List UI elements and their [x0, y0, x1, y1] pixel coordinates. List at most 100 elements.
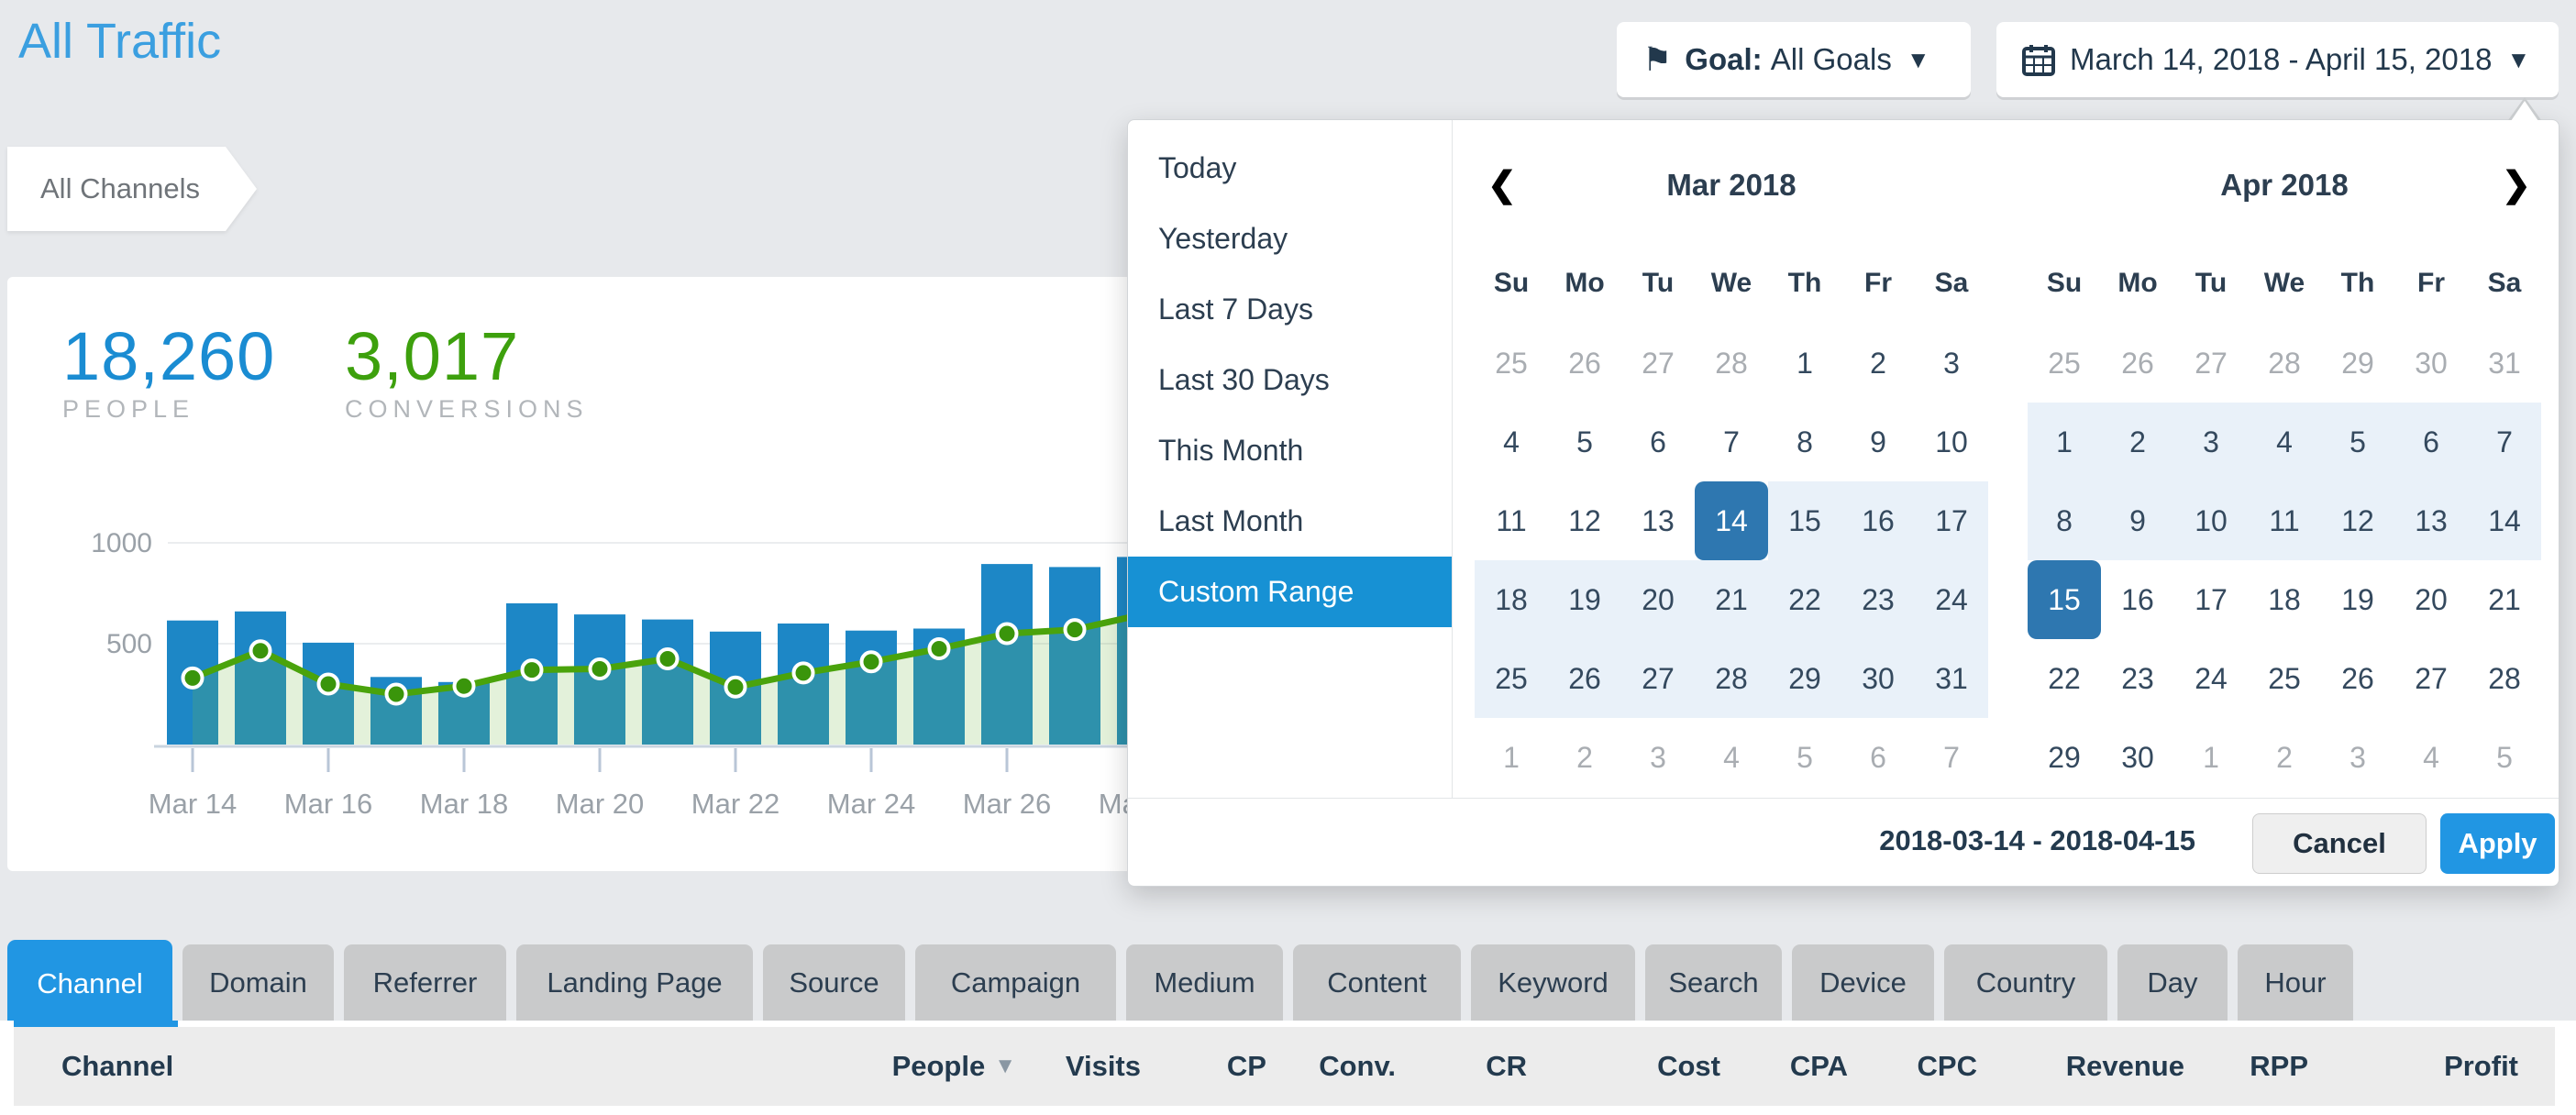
calendar-day[interactable]: 3: [1943, 346, 1960, 380]
calendar-day[interactable]: 20: [2415, 582, 2448, 616]
tab-domain[interactable]: Domain: [182, 944, 334, 1021]
calendar-day[interactable]: 13: [2394, 481, 2468, 560]
calendar-day[interactable]: 31: [2488, 346, 2521, 380]
calendar-day[interactable]: 14: [1695, 481, 1768, 560]
calendar-day[interactable]: 5: [2321, 403, 2394, 481]
calendar-day[interactable]: 14: [2468, 481, 2541, 560]
calendar-day[interactable]: 26: [1568, 346, 1601, 380]
column-header-conv[interactable]: Conv.: [1319, 1050, 1396, 1082]
calendar-day[interactable]: 6: [2394, 403, 2468, 481]
calendar-day[interactable]: 28: [2268, 346, 2301, 380]
calendar-day[interactable]: 19: [2341, 582, 2374, 616]
calendar-day[interactable]: 3: [2174, 403, 2248, 481]
calendar-day[interactable]: 4: [2248, 403, 2321, 481]
calendar-day[interactable]: 25: [2268, 661, 2301, 695]
calendar-day[interactable]: 27: [1642, 346, 1675, 380]
tab-keyword[interactable]: Keyword: [1471, 944, 1635, 1021]
calendar-day[interactable]: 27: [1621, 639, 1695, 718]
calendar-day[interactable]: 23: [1841, 560, 1915, 639]
calendar-day[interactable]: 24: [2195, 661, 2228, 695]
calendar-day[interactable]: 21: [1695, 560, 1768, 639]
calendar-day[interactable]: 30: [1841, 639, 1915, 718]
calendar-day[interactable]: 10: [2174, 481, 2248, 560]
column-header-channel[interactable]: Channel: [61, 1050, 174, 1082]
calendar-day[interactable]: 24: [1915, 560, 1988, 639]
calendar-day[interactable]: 9: [1870, 425, 1886, 458]
tab-hour[interactable]: Hour: [2238, 944, 2353, 1021]
calendar-day[interactable]: 12: [2321, 481, 2394, 560]
calendar-day[interactable]: 29: [2341, 346, 2374, 380]
calendar-day[interactable]: 22: [1768, 560, 1841, 639]
tab-channel[interactable]: Channel: [7, 940, 172, 1027]
calendar-day[interactable]: 1: [2203, 740, 2219, 774]
calendar-day[interactable]: 15: [2028, 560, 2101, 639]
calendar-day[interactable]: 19: [1548, 560, 1621, 639]
breadcrumb[interactable]: All Channels: [7, 147, 257, 231]
calendar-day[interactable]: 16: [1841, 481, 1915, 560]
tab-source[interactable]: Source: [763, 944, 905, 1021]
apply-button[interactable]: Apply: [2440, 813, 2555, 874]
tab-referrer[interactable]: Referrer: [344, 944, 506, 1021]
preset-this-month[interactable]: This Month: [1158, 434, 1304, 467]
calendar-day[interactable]: 26: [2341, 661, 2374, 695]
date-range-button[interactable]: March 14, 2018 - April 15, 2018 ▼: [1996, 22, 2559, 97]
calendar-day[interactable]: 29: [1768, 639, 1841, 718]
tab-device[interactable]: Device: [1792, 944, 1934, 1021]
calendar-day[interactable]: 26: [1548, 639, 1621, 718]
calendar-day[interactable]: 27: [2415, 661, 2448, 695]
calendar-day[interactable]: 28: [1695, 639, 1768, 718]
calendar-day[interactable]: 29: [2048, 740, 2081, 774]
column-header-cp[interactable]: CP: [1226, 1050, 1266, 1082]
calendar-day[interactable]: 25: [2048, 346, 2081, 380]
calendar-day[interactable]: 6: [1870, 740, 1886, 774]
calendar-day[interactable]: 13: [1642, 503, 1675, 537]
calendar-day[interactable]: 15: [1768, 481, 1841, 560]
cancel-button[interactable]: Cancel: [2252, 813, 2427, 874]
calendar-day[interactable]: 2: [2101, 403, 2174, 481]
calendar-day[interactable]: 6: [1650, 425, 1666, 458]
calendar-day[interactable]: 26: [2121, 346, 2154, 380]
preset-last-30-days[interactable]: Last 30 Days: [1158, 363, 1330, 396]
calendar-day[interactable]: 10: [1935, 425, 1968, 458]
prev-month-button[interactable]: ❮: [1487, 166, 1517, 204]
preset-last-7-days[interactable]: Last 7 Days: [1158, 293, 1313, 326]
calendar-day[interactable]: 17: [1915, 481, 1988, 560]
calendar-day[interactable]: 30: [2415, 346, 2448, 380]
calendar-day[interactable]: 1: [2028, 403, 2101, 481]
tab-day[interactable]: Day: [2117, 944, 2228, 1021]
calendar-day[interactable]: 2: [2276, 740, 2293, 774]
calendar-day[interactable]: 25: [1495, 346, 1528, 380]
calendar-day[interactable]: 16: [2121, 582, 2154, 616]
calendar-day[interactable]: 7: [1943, 740, 1960, 774]
calendar-day[interactable]: 1: [1503, 740, 1520, 774]
calendar-day[interactable]: 31: [1915, 639, 1988, 718]
column-header-rpp[interactable]: RPP: [2250, 1050, 2308, 1082]
calendar-day[interactable]: 4: [1723, 740, 1740, 774]
tab-campaign[interactable]: Campaign: [915, 944, 1116, 1021]
calendar-day[interactable]: 7: [1723, 425, 1740, 458]
goal-selector-button[interactable]: ⚑ Goal: All Goals ▼: [1617, 22, 1971, 97]
calendar-day[interactable]: 18: [1475, 560, 1548, 639]
calendar-day[interactable]: 21: [2488, 582, 2521, 616]
tab-landing-page[interactable]: Landing Page: [516, 944, 753, 1021]
calendar-day[interactable]: 5: [1576, 425, 1593, 458]
calendar-day[interactable]: 4: [2423, 740, 2439, 774]
calendar-day[interactable]: 30: [2121, 740, 2154, 774]
calendar-day[interactable]: 22: [2048, 661, 2081, 695]
calendar-day[interactable]: 20: [1621, 560, 1695, 639]
calendar-day[interactable]: 1: [1797, 346, 1813, 380]
column-header-people[interactable]: People ▼: [891, 1050, 1016, 1082]
column-header-cost[interactable]: Cost: [1657, 1050, 1720, 1082]
calendar-day[interactable]: 5: [1797, 740, 1813, 774]
calendar-day[interactable]: 8: [1797, 425, 1813, 458]
tab-medium[interactable]: Medium: [1126, 944, 1283, 1021]
calendar-day[interactable]: 3: [2349, 740, 2366, 774]
calendar-day[interactable]: 5: [2496, 740, 2513, 774]
calendar-day[interactable]: 2: [1576, 740, 1593, 774]
calendar-day[interactable]: 28: [2488, 661, 2521, 695]
next-month-button[interactable]: ❯: [2502, 166, 2531, 204]
column-header-cpa[interactable]: CPA: [1789, 1050, 1848, 1082]
calendar-day[interactable]: 7: [2468, 403, 2541, 481]
column-header-revenue[interactable]: Revenue: [2065, 1050, 2184, 1082]
column-header-cr[interactable]: CR: [1486, 1050, 1527, 1082]
